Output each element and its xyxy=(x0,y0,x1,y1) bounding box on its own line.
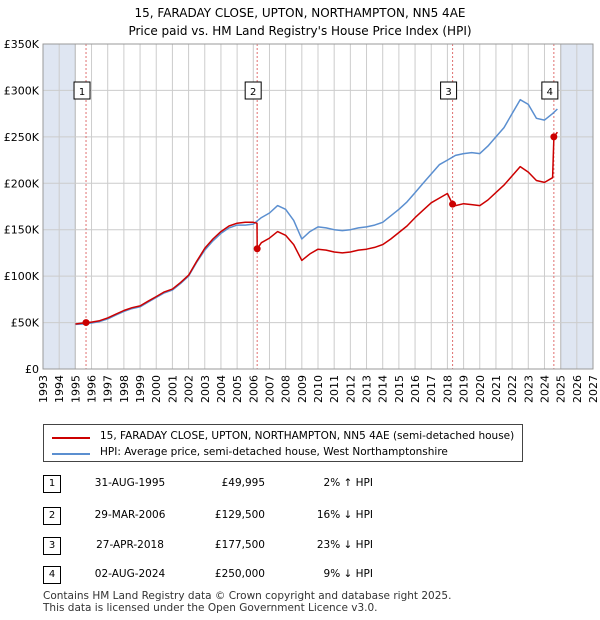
transaction-label: 2 xyxy=(250,87,256,98)
transaction-hpi-diff: 23% ↓ HPI xyxy=(316,539,373,551)
plot-frame xyxy=(42,43,594,370)
transaction-row: 3 27-APR-2018 £177,500 23% ↓ HPI xyxy=(43,537,443,555)
legend: 15, FARADAY CLOSE, UPTON, NORTHAMPTON, N… xyxy=(43,424,523,462)
x-tick-label: 2014 xyxy=(377,375,390,403)
transaction-price: £129,500 xyxy=(214,509,265,521)
transaction-price: £177,500 xyxy=(214,539,265,551)
x-tick-label: 2012 xyxy=(344,375,357,403)
chart-subtitle: Price paid vs. HM Land Registry's House … xyxy=(128,24,472,38)
transaction-point xyxy=(253,245,261,253)
x-tick-label: 2005 xyxy=(231,375,244,403)
transaction-price: £250,000 xyxy=(214,568,265,580)
x-tick-label: 2017 xyxy=(425,375,438,403)
transaction-row: 1 31-AUG-1995 £49,995 2% ↑ HPI xyxy=(43,475,443,493)
x-tick-label: 2002 xyxy=(183,375,196,403)
x-tick-label: 2010 xyxy=(312,375,325,403)
x-tick-label: 1996 xyxy=(86,375,99,403)
legend-label-hpi: HPI: Average price, semi-detached house,… xyxy=(100,446,448,458)
price-chart: 1 2 3 4 £0 £50K £100K £150K £200K £250K £300K £350… xyxy=(4,38,600,403)
y-tick-label: £250K xyxy=(4,131,40,144)
x-tick-label: 2004 xyxy=(215,375,228,403)
transaction-row: 4 02-AUG-2024 £250,000 9% ↓ HPI xyxy=(43,566,443,584)
transaction-point xyxy=(449,200,457,208)
transaction-date: 02-AUG-2024 xyxy=(94,568,166,580)
x-tick-label: 2018 xyxy=(441,375,454,403)
transaction-price: £49,995 xyxy=(221,477,265,489)
transaction-labels: 1 2 3 4 xyxy=(73,81,559,100)
chart-title: 15, FARADAY CLOSE, UPTON, NORTHAMPTON, N… xyxy=(134,6,466,20)
y-tick-label: £150K xyxy=(4,224,40,237)
gridlines xyxy=(42,43,594,370)
x-tick-label: 2001 xyxy=(166,375,179,403)
y-axis-ticks: £0 £50K £100K £150K £200K £250K £300K £350K xyxy=(4,38,40,376)
legend-swatch-price-paid xyxy=(52,437,90,439)
x-tick-label: 1993 xyxy=(37,375,50,403)
x-tick-label: 2027 xyxy=(587,375,600,403)
transaction-number: 4 xyxy=(43,566,61,584)
x-tick-label: 1994 xyxy=(53,375,66,403)
transaction-label: 3 xyxy=(445,87,451,98)
legend-swatch-hpi xyxy=(52,453,90,455)
transaction-point xyxy=(550,133,558,141)
x-tick-label: 2022 xyxy=(506,375,519,403)
transaction-number: 3 xyxy=(43,537,61,555)
x-tick-label: 2024 xyxy=(538,375,551,403)
x-tick-label: 2021 xyxy=(490,375,503,403)
transaction-hpi-diff: 9% ↓ HPI xyxy=(323,568,373,580)
transaction-date: 29-MAR-2006 xyxy=(94,509,166,521)
y-tick-label: £350K xyxy=(4,38,40,51)
x-tick-label: 1999 xyxy=(134,375,147,403)
x-tick-label: 2023 xyxy=(522,375,535,403)
series-lines xyxy=(75,98,559,326)
transaction-date: 27-APR-2018 xyxy=(96,539,164,551)
transaction-label-box xyxy=(73,81,91,100)
transaction-label-box xyxy=(244,81,262,100)
x-tick-label: 2026 xyxy=(571,375,584,403)
transaction-number: 2 xyxy=(43,507,61,525)
transaction-label-box xyxy=(541,81,559,100)
transaction-hpi-diff: 16% ↓ HPI xyxy=(316,509,373,521)
transaction-label-box xyxy=(440,81,458,100)
transaction-label: 4 xyxy=(547,87,553,98)
transaction-label: 1 xyxy=(79,87,85,98)
footer-copyright: Contains HM Land Registry data © Crown c… xyxy=(43,590,452,602)
x-tick-label: 2011 xyxy=(328,375,341,403)
y-tick-label: £0 xyxy=(25,363,39,376)
transaction-row: 2 29-MAR-2006 £129,500 16% ↓ HPI xyxy=(43,507,443,525)
x-tick-label: 2013 xyxy=(361,375,374,403)
y-tick-label: £300K xyxy=(4,84,40,97)
x-tick-label: 2006 xyxy=(247,375,260,403)
x-tick-label: 2020 xyxy=(474,375,487,403)
x-tick-label: 1995 xyxy=(69,375,82,403)
transaction-date: 31-AUG-1995 xyxy=(94,477,166,489)
transaction-points xyxy=(82,133,558,327)
y-tick-label: £200K xyxy=(4,177,40,190)
x-tick-label: 2015 xyxy=(393,375,406,403)
x-tick-label: 2025 xyxy=(555,375,568,403)
x-axis-ticks: 1993 1994 1995 1996 1997 1998 1999 2000 2001 2002… xyxy=(37,375,600,403)
x-tick-label: 2009 xyxy=(296,375,309,403)
hpi-line xyxy=(75,98,558,326)
x-tick-label: 2008 xyxy=(280,375,293,403)
transaction-hpi-diff: 2% ↑ HPI xyxy=(323,477,373,489)
price-paid-line xyxy=(75,131,559,325)
x-tick-label: 1998 xyxy=(118,375,131,403)
footer-licence: This data is licensed under the Open Gov… xyxy=(43,602,378,614)
transaction-number: 1 xyxy=(43,475,61,493)
x-tick-label: 2016 xyxy=(409,375,422,403)
x-tick-label: 2000 xyxy=(150,375,163,403)
y-tick-label: £50K xyxy=(11,317,40,330)
transaction-point xyxy=(82,319,90,327)
y-tick-label: £100K xyxy=(4,270,40,283)
x-tick-label: 2019 xyxy=(458,375,471,403)
legend-label-price-paid: 15, FARADAY CLOSE, UPTON, NORTHAMPTON, N… xyxy=(100,430,515,442)
x-tick-label: 1997 xyxy=(102,375,115,403)
x-tick-label: 2003 xyxy=(199,375,212,403)
x-tick-label: 2007 xyxy=(263,375,276,403)
